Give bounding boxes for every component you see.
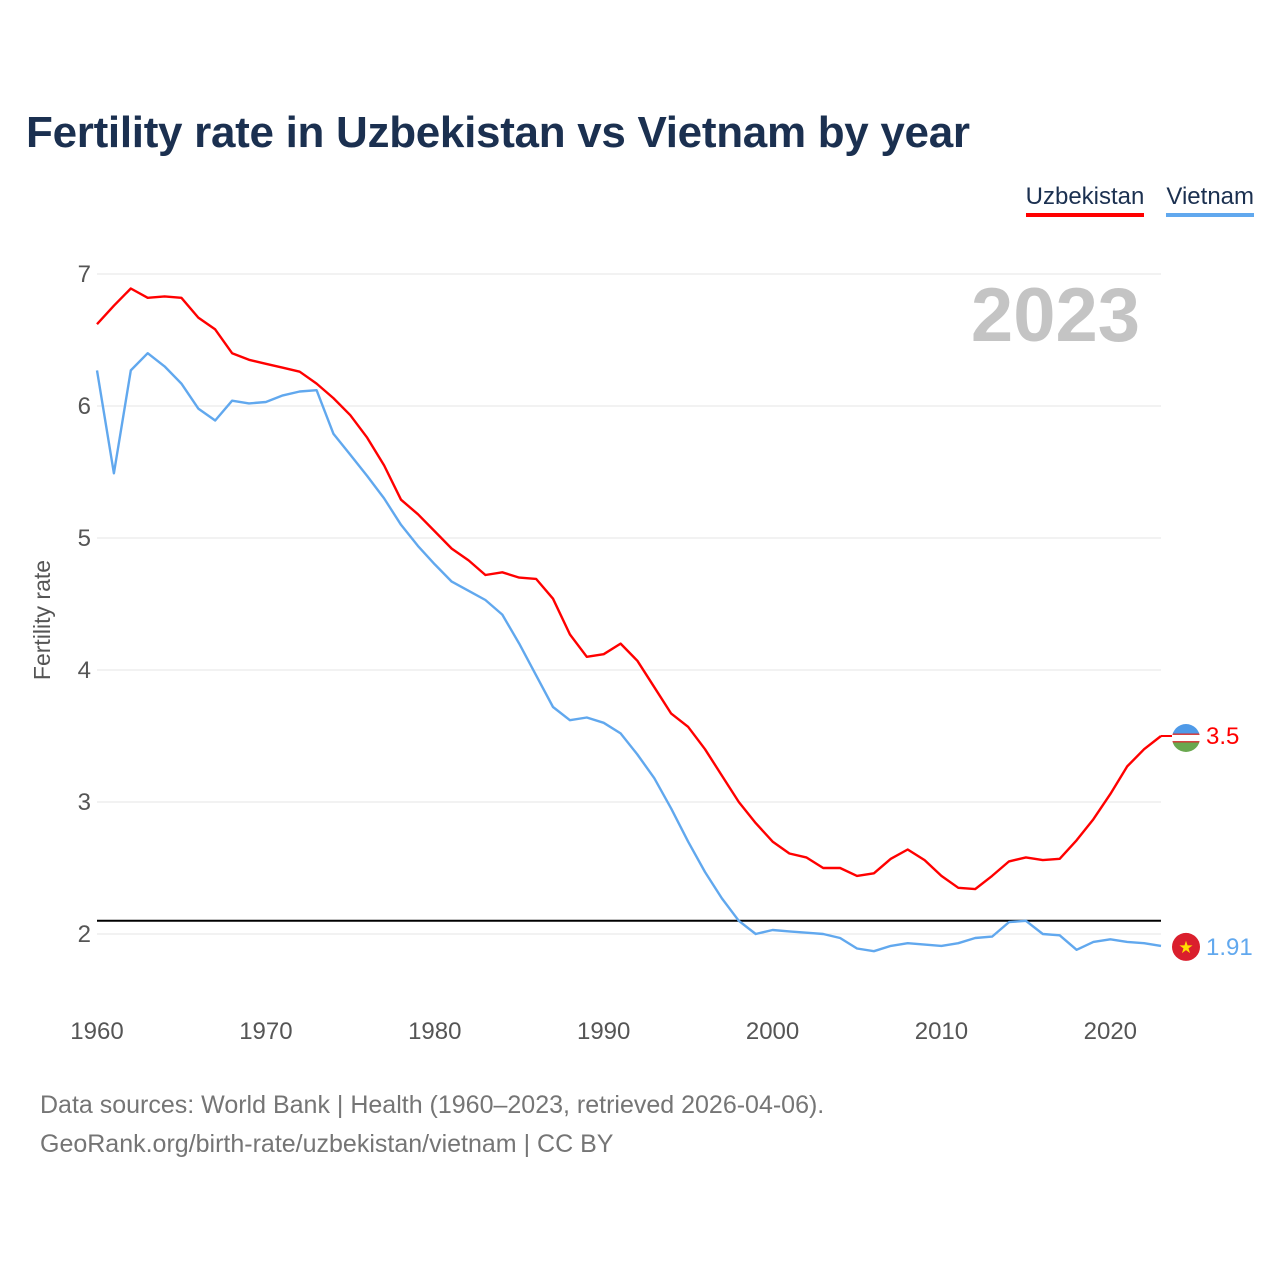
uzbekistan-flag-icon xyxy=(1172,724,1200,752)
vietnam-flag-icon xyxy=(1172,932,1200,961)
y-axis-ticks: 2 3 4 5 6 7 xyxy=(78,261,91,948)
chart-title: Fertility rate in Uzbekistan vs Vietnam … xyxy=(26,108,970,157)
x-tick-label: 2020 xyxy=(1084,1018,1137,1045)
source-link[interactable]: GeoRank.org/birth-rate/uzbekistan/vietna… xyxy=(40,1130,614,1158)
y-tick-label: 7 xyxy=(78,261,91,288)
vietnam-star-icon: ★ xyxy=(1178,938,1193,958)
series-line-vietnam xyxy=(95,352,1162,953)
x-tick-label: 1990 xyxy=(577,1018,630,1045)
x-tick-label: 2000 xyxy=(746,1018,799,1045)
x-tick-label: 1970 xyxy=(239,1018,292,1045)
y-tick-label: 5 xyxy=(78,525,91,552)
x-tick-label: 1980 xyxy=(408,1018,461,1045)
year-watermark: 2023 xyxy=(971,273,1140,358)
y-axis-label: Fertility rate xyxy=(29,560,55,680)
uzbekistan-end-label: 3.5 xyxy=(1206,723,1239,750)
data-sources-text: Data sources: World Bank | Health (1960–… xyxy=(40,1091,825,1119)
x-axis-ticks: 1960 1970 1980 1990 2000 2010 2020 xyxy=(70,1018,1137,1045)
x-tick-label: 1960 xyxy=(70,1018,123,1045)
y-tick-label: 2 xyxy=(78,921,91,948)
series-lines xyxy=(95,287,1162,953)
series-line-uzbekistan xyxy=(96,287,1162,891)
end-markers: 3.5 ★ 1.91 xyxy=(1161,723,1253,961)
vietnam-end-label: 1.91 xyxy=(1206,934,1253,961)
grid-lines xyxy=(97,273,1161,935)
x-tick-label: 2010 xyxy=(915,1018,968,1045)
y-tick-label: 6 xyxy=(78,393,91,420)
legend-item-uzbekistan[interactable]: Uzbekistan xyxy=(1025,183,1145,217)
footer: Data sources: World Bank | Health (1960–… xyxy=(40,1086,824,1164)
legend-item-vietnam[interactable]: Vietnam xyxy=(1166,183,1254,217)
y-tick-label: 4 xyxy=(78,657,91,684)
y-tick-label: 3 xyxy=(78,789,91,816)
legend: Uzbekistan Vietnam xyxy=(1025,183,1254,217)
